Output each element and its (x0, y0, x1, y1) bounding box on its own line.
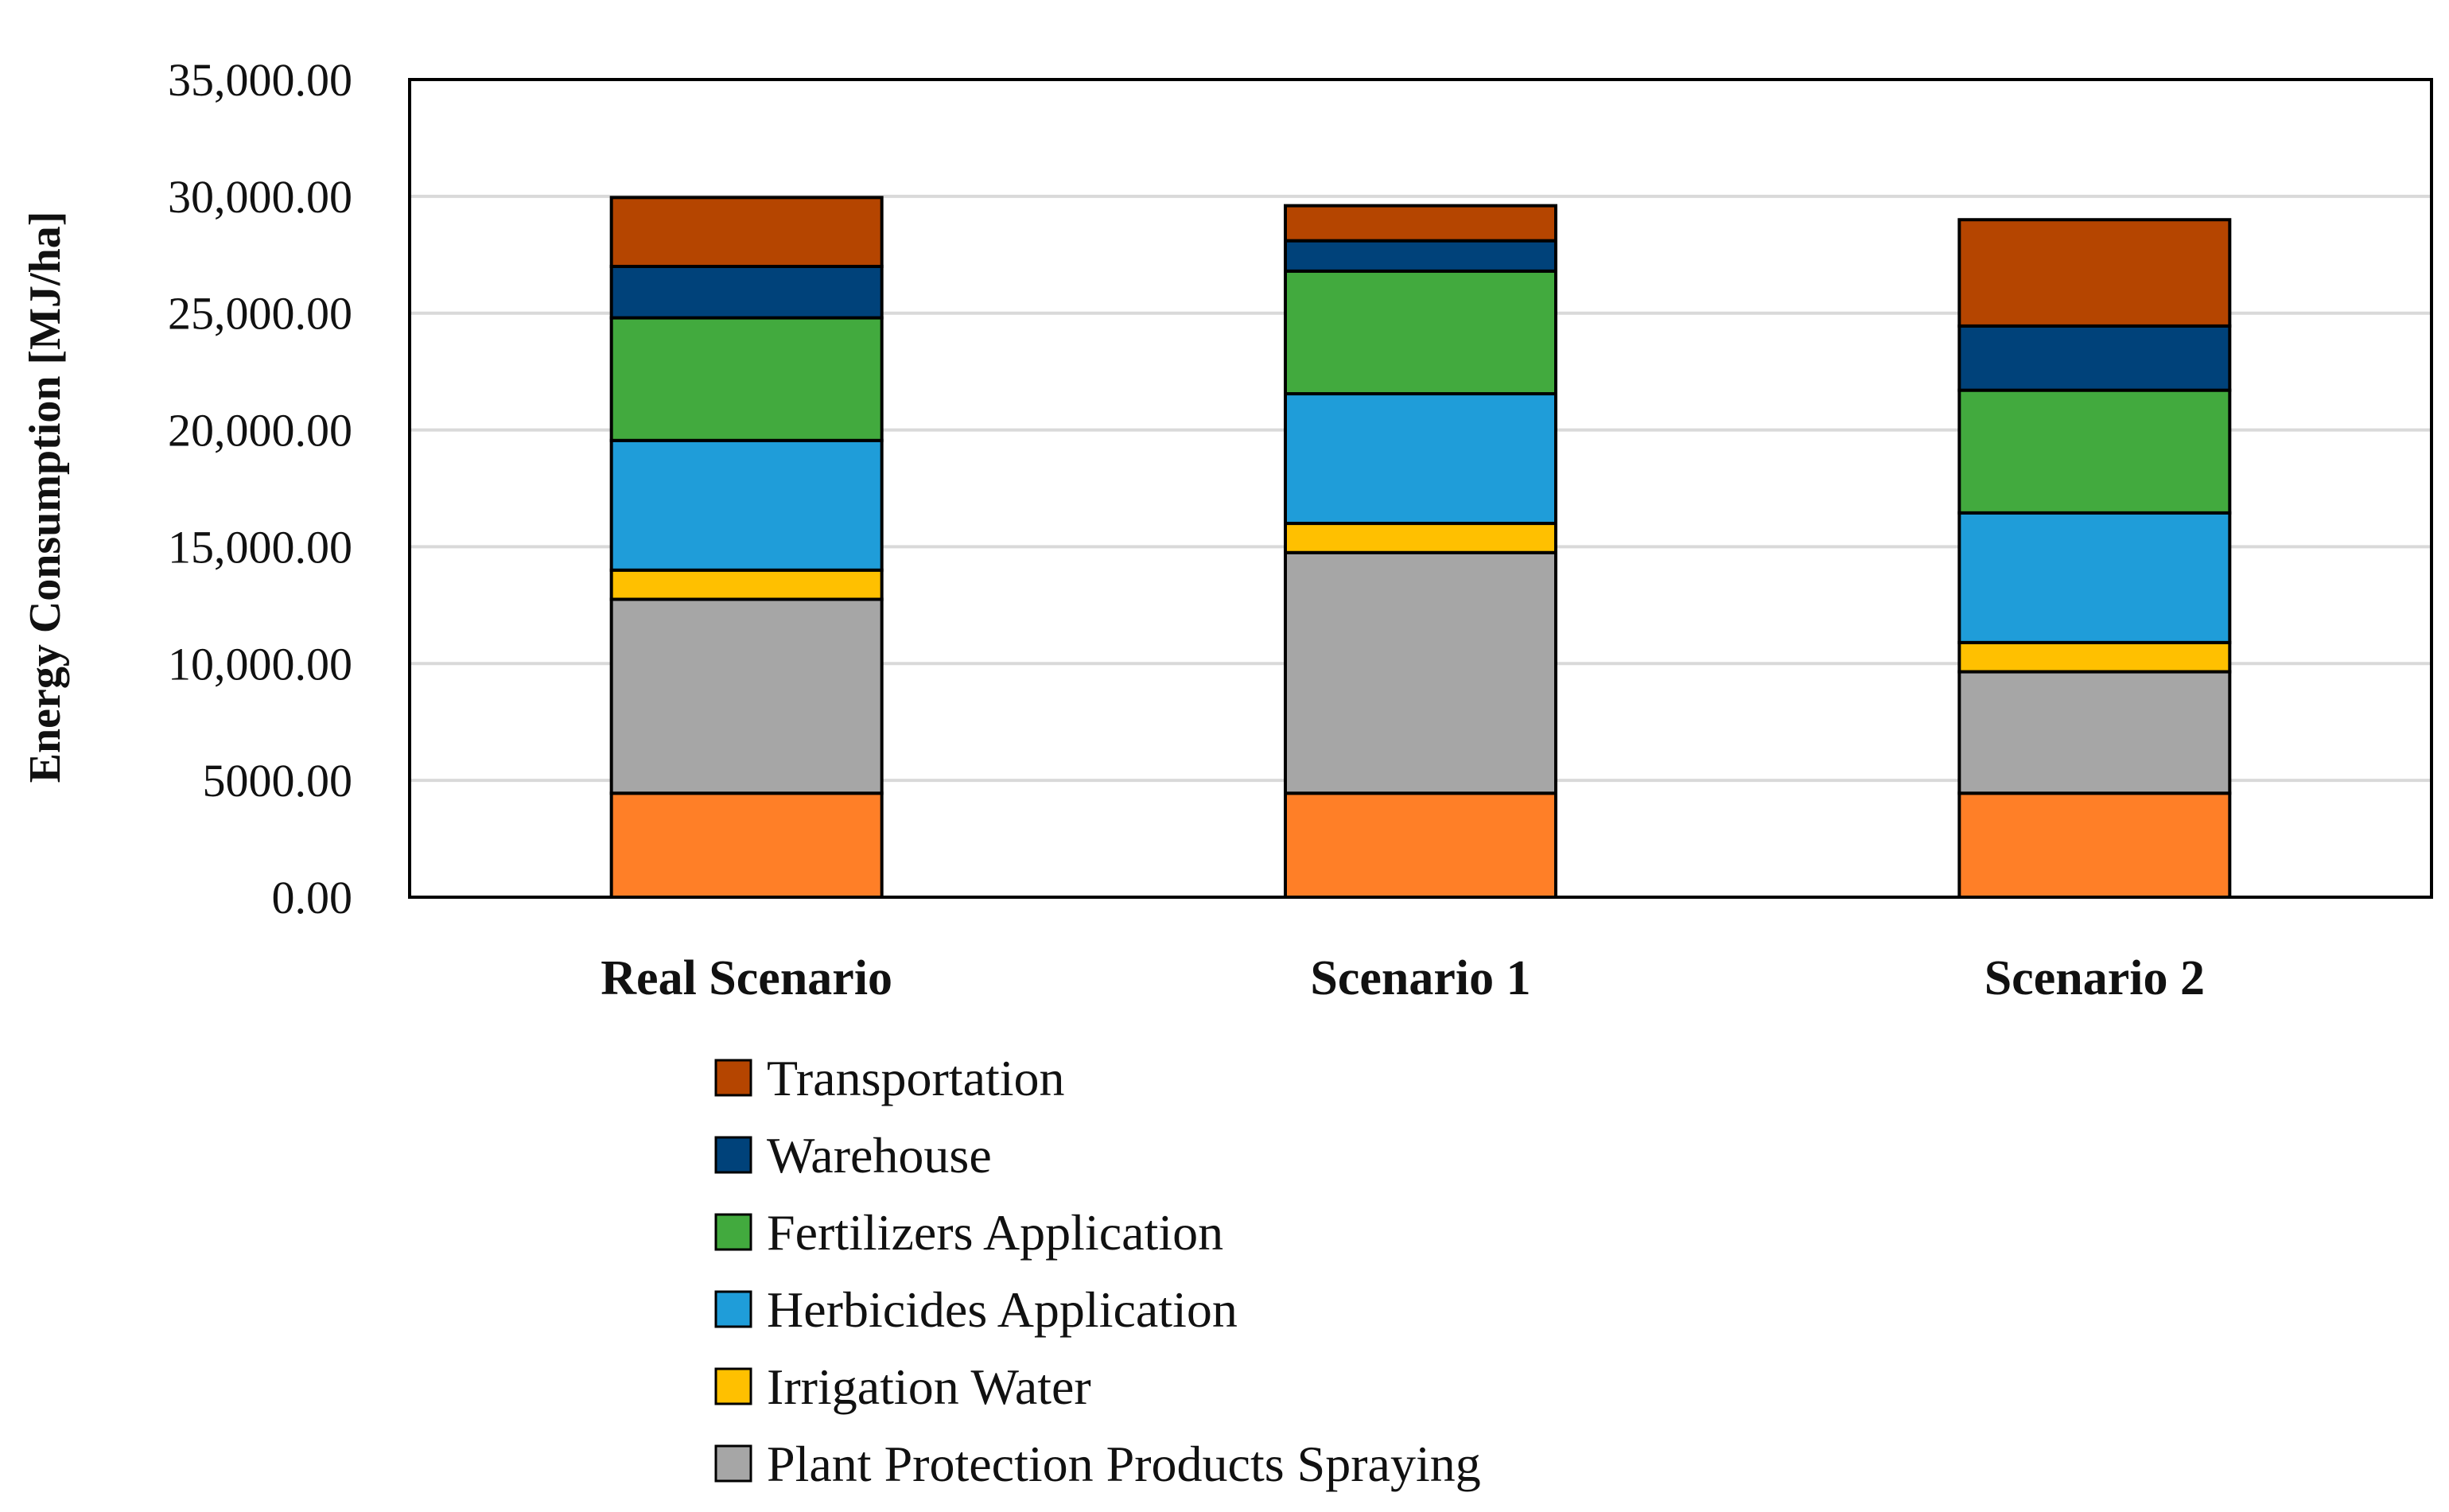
bar-segment-plant-protection-products-spraying-2 (1284, 550, 1557, 795)
y-tick-label: 0.00 (272, 872, 353, 923)
x-category-label: Scenario 1 (1310, 951, 1530, 1005)
y-tick-label: 10,000.00 (168, 638, 352, 690)
bar-segment-warehouse-2 (1284, 239, 1557, 273)
legend-swatch (714, 1444, 752, 1483)
legend-label: Fertilizers Application (767, 1204, 1223, 1261)
y-tick-label: 20,000.00 (168, 405, 352, 457)
y-axis-ticks: 0.00 5000.00 10,000.00 15,000.00 20,000.00 25… (168, 54, 352, 923)
bar-segment-fertilizers-application-1 (609, 316, 884, 442)
x-axis-categories: Real Scenario Scenario 1 Scenario 2 (601, 951, 2205, 1005)
bar-segment-transportation-2 (1284, 204, 1557, 243)
bar-segment-herbicides-application-1 (609, 438, 884, 572)
bar-segment-herbicides-application-2 (1284, 392, 1557, 526)
bar-segment-transportation-3 (1957, 218, 2232, 328)
y-tick-label: 35,000.00 (168, 54, 352, 106)
legend-swatch (714, 1367, 752, 1405)
y-tick-label: 5000.00 (203, 755, 353, 807)
bar-segment-irrigation-water-1 (609, 568, 884, 601)
legend-swatch (714, 1059, 752, 1097)
bar-segment-transportation-1 (609, 196, 884, 268)
legend-label: Transportation (767, 1050, 1065, 1106)
bar-segment-base-orange--2 (1284, 791, 1557, 899)
legend-swatch (714, 1213, 752, 1251)
y-axis-title: Energy Consumption [MJ/ha] (21, 212, 70, 783)
bar-segment-irrigation-water-2 (1284, 522, 1557, 554)
bar-segment-fertilizers-application-3 (1957, 388, 2232, 515)
bars (609, 196, 2232, 899)
legend-label: Herbicides Application (767, 1281, 1238, 1338)
bar-segment-warehouse-3 (1957, 324, 2232, 392)
legend: Transportation Warehouse Fertilizers Appli… (714, 1050, 1481, 1492)
legend-swatch (714, 1290, 752, 1328)
y-tick-label: 25,000.00 (168, 288, 352, 340)
bar-segment-base-orange--3 (1957, 791, 2232, 899)
plot-area-frame (408, 78, 2433, 899)
legend-label: Irrigation Water (767, 1358, 1091, 1415)
bar-segment-plant-protection-products-spraying-3 (1957, 670, 2232, 795)
x-category-label: Real Scenario (601, 951, 892, 1005)
legend-label: Plant Protection Products Spraying (767, 1436, 1481, 1492)
bar-segment-irrigation-water-3 (1957, 640, 2232, 674)
bar-segment-base-orange--1 (609, 791, 884, 899)
bar-segment-plant-protection-products-spraying-1 (609, 597, 884, 795)
bar-segment-herbicides-application-3 (1957, 511, 2232, 644)
bar-segment-warehouse-1 (609, 264, 884, 320)
legend-label: Warehouse (767, 1127, 992, 1184)
x-category-label: Scenario 2 (1984, 951, 2205, 1005)
bar-segment-fertilizers-application-2 (1284, 269, 1557, 396)
legend-swatch (714, 1136, 752, 1174)
y-tick-label: 30,000.00 (168, 171, 352, 223)
y-tick-label: 15,000.00 (168, 521, 352, 573)
